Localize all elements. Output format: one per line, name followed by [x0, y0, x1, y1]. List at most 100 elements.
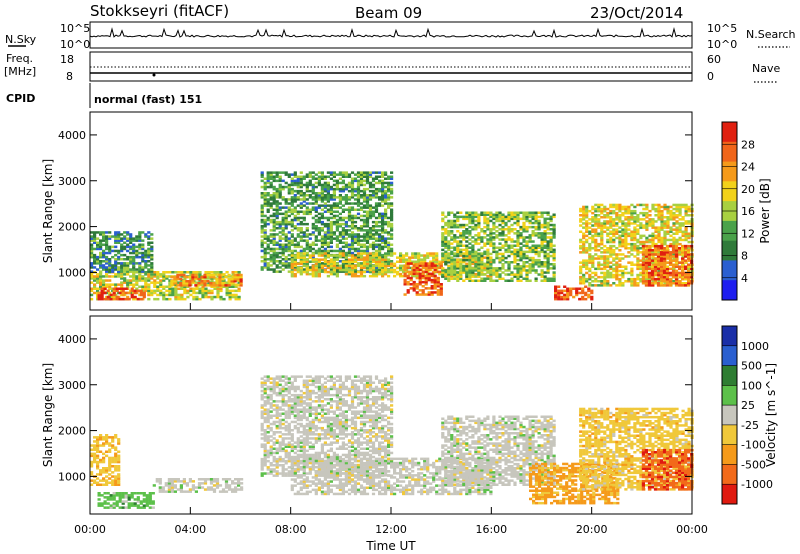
heatmap-cell	[356, 181, 361, 185]
heatmap-cell	[674, 261, 679, 264]
heatmap-cell	[421, 272, 425, 276]
heatmap-cell	[123, 235, 127, 238]
heatmap-cell	[675, 220, 679, 223]
heatmap-cell	[332, 237, 336, 240]
heatmap-cell	[212, 284, 216, 287]
heatmap-cell	[141, 253, 145, 257]
heatmap-cell	[459, 248, 463, 252]
heatmap-cell	[546, 263, 550, 266]
heatmap-cell	[678, 282, 682, 285]
heatmap-cell	[597, 220, 601, 223]
heatmap-cell	[387, 270, 391, 274]
heatmap-cell	[114, 237, 118, 240]
heatmap-cell	[341, 254, 345, 257]
heatmap-cell	[368, 264, 373, 268]
heatmap-cell	[93, 239, 97, 242]
heatmap-cell	[546, 242, 550, 245]
heatmap-cell	[183, 271, 187, 274]
heatmap-cell	[365, 266, 370, 270]
heatmap-cell	[218, 282, 222, 285]
heatmap-cell	[320, 196, 324, 199]
heatmap-cell	[444, 223, 448, 227]
heatmap-cell	[665, 267, 670, 271]
heatmap-cell	[168, 291, 172, 295]
heatmap-cell	[112, 293, 116, 297]
heatmap-cell	[597, 224, 601, 227]
heatmap-cell	[362, 218, 367, 222]
heatmap-cell	[684, 228, 688, 231]
heatmap-cell	[540, 244, 544, 247]
heatmap-cell	[329, 239, 333, 242]
heatmap-cell	[287, 222, 291, 226]
heatmap-cell	[108, 237, 112, 240]
heatmap-cell	[581, 291, 585, 295]
heatmap-cell	[591, 275, 595, 279]
heatmap-cell	[275, 208, 279, 211]
heatmap-cell	[192, 289, 196, 293]
heatmap-cell	[114, 249, 118, 253]
heatmap-cell	[356, 171, 361, 174]
heatmap-cell	[135, 237, 139, 240]
heatmap-cell	[654, 251, 658, 254]
heatmap-cell	[639, 240, 643, 244]
heatmap-cell	[387, 175, 391, 178]
heatmap-cell	[411, 252, 415, 255]
heatmap-cell	[412, 285, 416, 288]
heatmap-cell	[299, 171, 303, 174]
heatmap-cell	[501, 246, 505, 249]
heatmap-cell	[387, 233, 391, 236]
heatmap-cell	[147, 297, 151, 301]
heatmap-cell	[420, 258, 424, 261]
heatmap-cell	[654, 230, 658, 233]
heatmap-cell	[606, 232, 610, 235]
heatmap-cell	[384, 237, 388, 240]
heatmap-cell	[156, 289, 160, 293]
heatmap-cell	[447, 230, 451, 233]
heatmap-cell	[344, 252, 348, 255]
heatmap-cell	[582, 222, 586, 225]
heatmap-cell	[674, 282, 679, 285]
heatmap-cell	[513, 256, 517, 260]
heatmap-cell	[378, 251, 382, 255]
heatmap-cell	[504, 269, 508, 272]
heatmap-cell	[572, 287, 576, 290]
heatmap-cell	[687, 234, 691, 238]
heatmap-cell	[341, 270, 345, 273]
heatmap-cell	[540, 240, 544, 243]
heatmap-cell	[281, 212, 285, 216]
heatmap-cell	[504, 256, 508, 260]
heatmap-cell	[534, 244, 538, 247]
heatmap-cell	[418, 264, 422, 267]
heatmap-cell	[99, 262, 103, 265]
heatmap-cell	[477, 248, 481, 252]
heatmap-cell	[540, 269, 544, 272]
heatmap-cell	[317, 264, 321, 267]
heatmap-cell	[462, 217, 466, 221]
heatmap-cell	[414, 260, 418, 263]
heatmap-cell	[609, 240, 613, 244]
heatmap-cell	[141, 243, 145, 246]
heatmap-cell	[471, 269, 475, 272]
heatmap-cell	[132, 262, 136, 265]
heatmap-cell	[582, 265, 586, 268]
heatmap-cell	[462, 248, 466, 252]
heatmap-cell	[665, 265, 670, 268]
heatmap-cell	[606, 216, 610, 219]
heatmap-cell	[636, 257, 640, 260]
heatmap-cell	[560, 291, 564, 295]
heatmap-cell	[320, 258, 324, 261]
heatmap-cell	[317, 227, 321, 230]
heatmap-cell	[603, 205, 607, 209]
heatmap-cell	[612, 267, 616, 271]
heatmap-cell	[117, 251, 121, 255]
heatmap-cell	[234, 285, 238, 288]
heatmap-cell	[272, 237, 276, 240]
heatmap-cell	[406, 274, 410, 278]
heatmap-cell	[651, 238, 655, 242]
heatmap-cell	[272, 260, 276, 263]
heatmap-cell	[618, 218, 622, 221]
heatmap-cell	[642, 234, 646, 238]
heatmap-cell	[427, 266, 431, 269]
heatmap-cell	[600, 263, 604, 266]
heatmap-cell	[636, 224, 640, 227]
